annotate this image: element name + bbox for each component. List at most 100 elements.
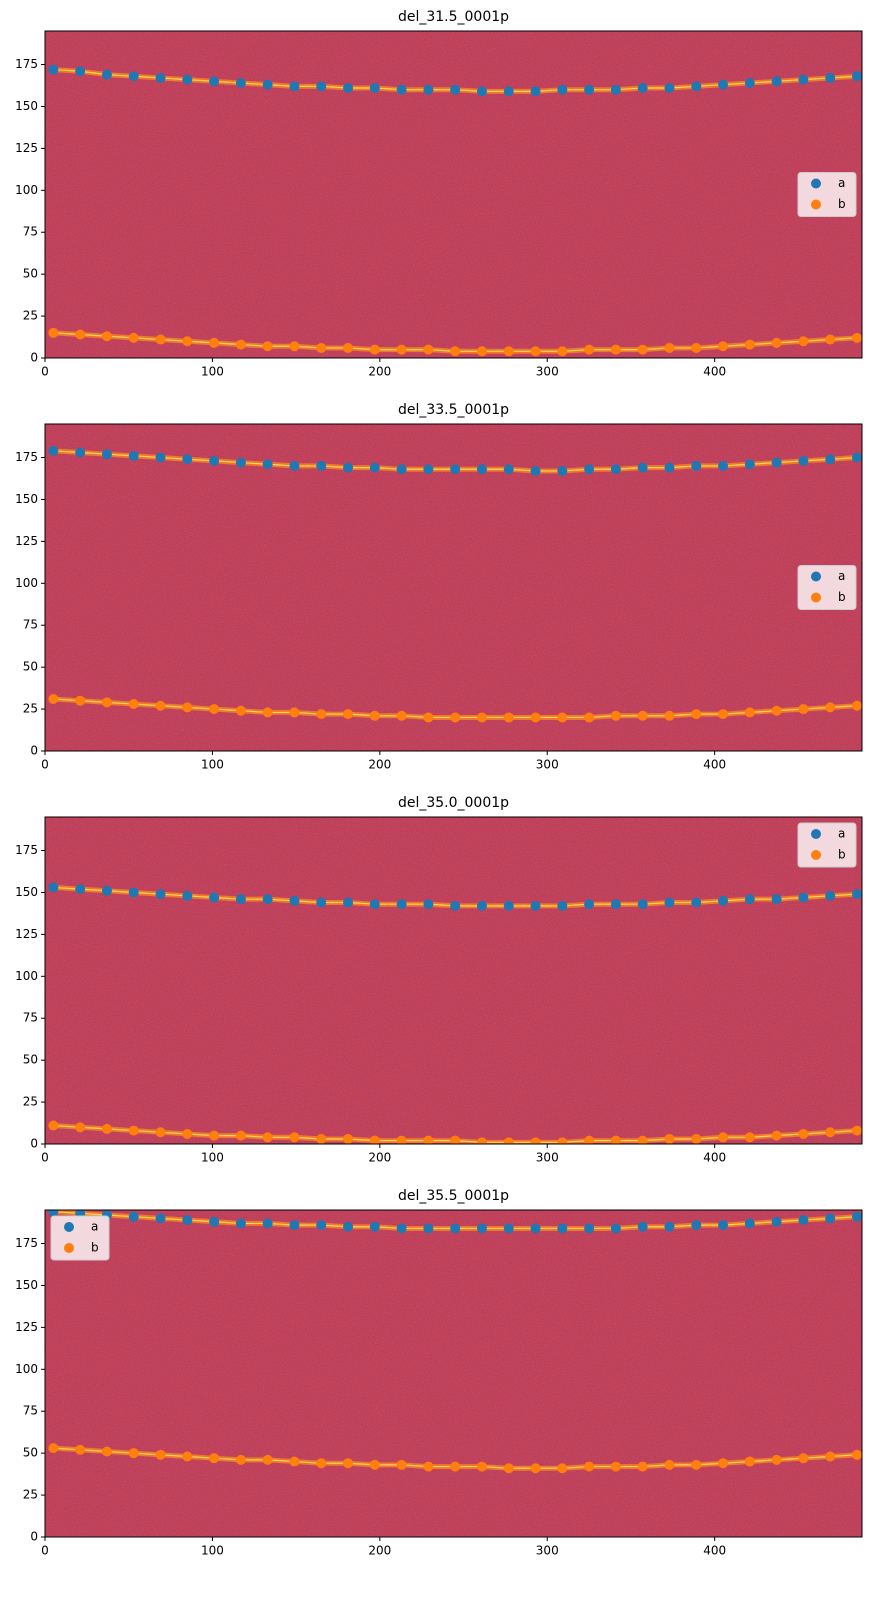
point xyxy=(343,897,354,908)
point xyxy=(557,465,568,476)
point xyxy=(128,1448,139,1459)
point xyxy=(664,342,675,353)
point xyxy=(798,1215,809,1226)
point xyxy=(209,76,220,87)
point xyxy=(798,1128,809,1139)
point xyxy=(48,327,59,338)
point xyxy=(48,1120,59,1131)
point xyxy=(262,707,273,718)
x-tick-label: 200 xyxy=(368,365,391,379)
point xyxy=(557,1463,568,1474)
point xyxy=(235,77,246,88)
point xyxy=(825,702,836,713)
point xyxy=(476,346,487,357)
point xyxy=(209,704,220,715)
point xyxy=(584,899,595,910)
point xyxy=(423,1223,434,1234)
point xyxy=(503,900,514,911)
point xyxy=(664,1133,675,1144)
point xyxy=(530,346,541,357)
chart-title: del_31.5_0001p xyxy=(398,9,509,25)
plot-area xyxy=(48,64,862,357)
point xyxy=(476,1461,487,1472)
point xyxy=(316,81,327,92)
axes-frame xyxy=(44,30,863,359)
point xyxy=(289,460,300,471)
point xyxy=(530,1463,541,1474)
y-tick-label: 175 xyxy=(15,57,38,71)
point xyxy=(637,344,648,355)
point xyxy=(610,84,621,95)
y-tick-label: 75 xyxy=(23,1011,38,1025)
point xyxy=(744,1132,755,1143)
point xyxy=(450,84,461,95)
point xyxy=(423,84,434,95)
point xyxy=(235,705,246,716)
point xyxy=(48,1210,59,1217)
point xyxy=(584,1135,595,1144)
point xyxy=(182,454,193,465)
point xyxy=(128,71,139,82)
legend-marker xyxy=(64,1222,74,1232)
point xyxy=(128,332,139,343)
image-noise xyxy=(45,1210,862,1537)
y-tick-label: 100 xyxy=(15,969,38,983)
point xyxy=(235,1130,246,1141)
x-tick-label: 400 xyxy=(703,365,726,379)
point xyxy=(691,709,702,720)
legend-label: b xyxy=(91,1241,99,1255)
point xyxy=(423,712,434,723)
point xyxy=(155,1127,166,1138)
point xyxy=(503,1463,514,1474)
point xyxy=(476,1223,487,1234)
point xyxy=(718,1132,729,1143)
point xyxy=(262,894,273,905)
axes-frame xyxy=(44,1209,863,1538)
point xyxy=(316,897,327,908)
point xyxy=(584,712,595,723)
point xyxy=(798,704,809,715)
legend-box xyxy=(797,172,857,217)
y-tick-label: 100 xyxy=(15,1362,38,1376)
point xyxy=(316,460,327,471)
y-tick-label: 100 xyxy=(15,183,38,197)
chart-title: del_33.5_0001p xyxy=(398,402,509,418)
point xyxy=(101,1123,112,1134)
point xyxy=(718,460,729,471)
legend-box xyxy=(50,1215,110,1261)
point xyxy=(637,462,648,473)
point xyxy=(450,1461,461,1472)
x-tick-label: 300 xyxy=(536,1544,559,1558)
point xyxy=(316,1458,327,1469)
point xyxy=(262,1218,273,1229)
point xyxy=(369,83,380,94)
point xyxy=(851,452,862,463)
point xyxy=(155,334,166,345)
point xyxy=(182,702,193,713)
point xyxy=(691,342,702,353)
point xyxy=(75,884,86,895)
point xyxy=(503,1223,514,1234)
point xyxy=(476,712,487,723)
y-tick-label: 125 xyxy=(15,1320,38,1334)
point xyxy=(825,1213,836,1224)
point xyxy=(75,1444,86,1455)
point xyxy=(851,1449,862,1460)
chart-title: del_35.5_0001p xyxy=(398,1188,509,1204)
x-tick-label: 100 xyxy=(201,1151,224,1165)
y-tick-label: 150 xyxy=(15,492,38,506)
axes-frame xyxy=(44,423,863,752)
point xyxy=(503,346,514,357)
point xyxy=(530,1137,541,1144)
point xyxy=(557,712,568,723)
point xyxy=(48,882,59,893)
point xyxy=(691,1220,702,1231)
point xyxy=(155,889,166,900)
point xyxy=(718,79,729,90)
legend-marker xyxy=(811,850,821,860)
axes-frame xyxy=(44,816,863,1145)
y-tick-label: 75 xyxy=(23,225,38,239)
point xyxy=(262,1132,273,1143)
x-tick-label: 400 xyxy=(703,1544,726,1558)
x-tick-label: 300 xyxy=(536,1151,559,1165)
